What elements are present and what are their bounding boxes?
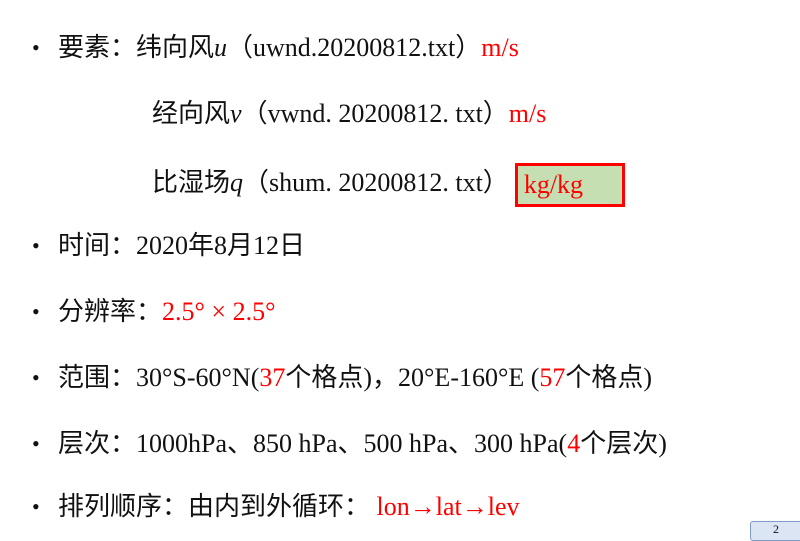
var-symbol: u [214,33,228,62]
highlighted-unit: kg/kg [514,163,625,207]
var-name: 比湿场 [152,167,231,197]
label: 时间： [58,231,137,260]
value: 2020年8月12日 [136,231,306,260]
bullet-icon: • [32,494,40,519]
suffix: 个层次) [580,429,667,458]
value: 2.5° × 2.5° [162,297,276,326]
lat-range: 30°S-60°N( [136,363,260,392]
unit: m/s [481,33,519,62]
element-v: 经向风v（vwnd. 20200812. txt）m/s [152,97,546,131]
bullet-icon: • [32,233,40,258]
var-name: 纬向风 [136,33,215,62]
lon-range: 个格点)，20°E-160°E ( [285,363,540,392]
lon-count: 57 [539,363,566,392]
file-name: （uwnd.20200812.txt） [227,33,482,62]
lat-count: 37 [259,363,286,392]
suffix: 个格点) [565,363,653,392]
element-q: 比湿场q（shum. 20200812. txt） kg/kg [152,163,625,207]
bullet-icon: • [32,35,40,60]
value: lon→lat→lev [376,492,520,521]
level-count: 4 [567,429,581,458]
file-name: （vwnd. 20200812. txt） [241,99,509,128]
bullet-icon: • [32,431,40,456]
bullet-icon: • [32,365,40,390]
label: 层次： [58,429,137,458]
label: 分辨率： [58,297,163,326]
file-name: （shum. 20200812. txt） [243,167,509,197]
bullet-icon: • [32,299,40,324]
label: 排列顺序：由内到外循环： [58,492,371,521]
label: 范围： [58,363,137,392]
value: 1000hPa、850 hPa、500 hPa、300 hPa( [136,429,568,458]
var-symbol: v [230,99,242,128]
page-number-tab[interactable]: 2 [750,521,800,541]
unit: m/s [508,99,547,128]
var-name: 经向风 [152,99,231,128]
label: 要素： [58,33,137,62]
var-symbol: q [230,167,244,197]
